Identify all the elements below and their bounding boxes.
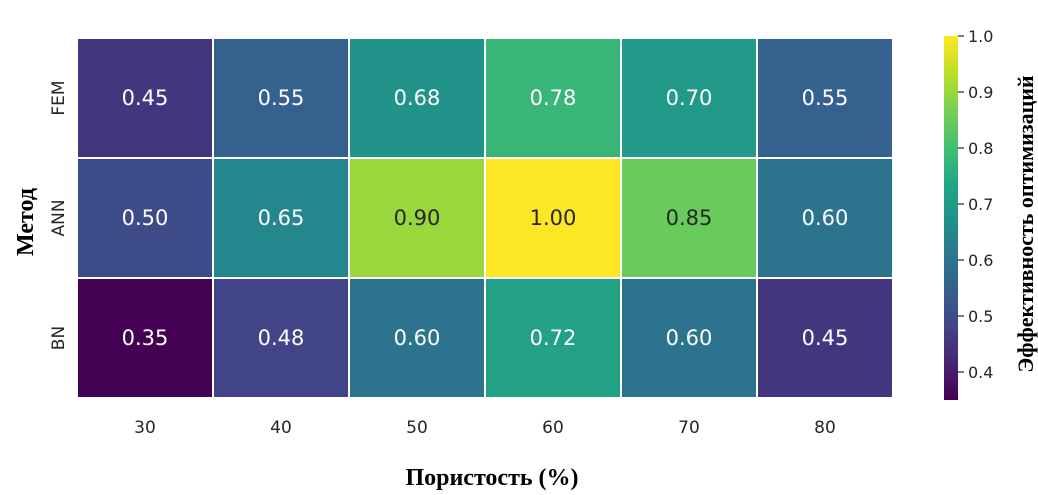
x-axis-title: Пористость (%): [405, 465, 578, 491]
heatmap-cell-value: 0.35: [122, 326, 169, 350]
y-tick-label: FEM: [49, 80, 69, 115]
colorbar-gradient: [944, 36, 958, 400]
heatmap-cell-value: 1.00: [530, 206, 577, 230]
x-tick-label: 30: [134, 418, 156, 438]
y-axis-tick-labels: FEM ANN BN: [49, 80, 69, 350]
heatmap-cell-value: 0.45: [802, 326, 849, 350]
heatmap-cell-value: 0.72: [530, 326, 577, 350]
x-tick-label: 80: [814, 418, 836, 438]
heatmap-cell-value: 0.60: [666, 326, 713, 350]
heatmap-cell-value: 0.55: [258, 86, 305, 110]
heatmap-cell-value: 0.85: [666, 206, 713, 230]
x-tick-label: 70: [678, 418, 700, 438]
colorbar-tick-label: 1.0: [968, 27, 993, 46]
y-axis-title: Метод: [13, 188, 39, 256]
heatmap-cell-value: 0.48: [258, 326, 305, 350]
x-tick-label: 50: [406, 418, 428, 438]
colorbar: 0.4 0.5 0.6 0.7 0.8 0.9 1.0: [944, 27, 993, 400]
heatmap-cell-value: 0.70: [666, 86, 713, 110]
heatmap-cell-value: 0.68: [394, 86, 441, 110]
heatmap-cell-value: 0.78: [530, 86, 577, 110]
y-tick-label: ANN: [49, 199, 69, 236]
colorbar-tick-label: 0.4: [968, 363, 993, 382]
colorbar-ticks: 0.4 0.5 0.6 0.7 0.8 0.9 1.0: [958, 27, 993, 382]
heatmap-cell-value: 0.65: [258, 206, 305, 230]
heatmap-cell-value: 0.45: [122, 86, 169, 110]
x-tick-label: 60: [542, 418, 564, 438]
colorbar-title: Эффективность оптимизаций: [1013, 75, 1038, 373]
y-tick-label: BN: [49, 326, 69, 350]
heatmap-cell-value: 0.90: [394, 206, 441, 230]
x-tick-label: 40: [270, 418, 292, 438]
x-axis-tick-labels: 30 40 50 60 70 80: [134, 418, 836, 438]
colorbar-tick-label: 0.8: [968, 139, 993, 158]
heatmap-cell-value: 0.55: [802, 86, 849, 110]
colorbar-tick-label: 0.6: [968, 251, 993, 270]
heatmap-cell-value: 0.60: [394, 326, 441, 350]
colorbar-tick-label: 0.7: [968, 195, 993, 214]
heatmap-cells: [77, 38, 893, 398]
colorbar-tick-label: 0.5: [968, 307, 993, 326]
heatmap-cell-value: 0.60: [802, 206, 849, 230]
colorbar-tick-label: 0.9: [968, 83, 993, 102]
heatmap-cell-value: 0.50: [122, 206, 169, 230]
